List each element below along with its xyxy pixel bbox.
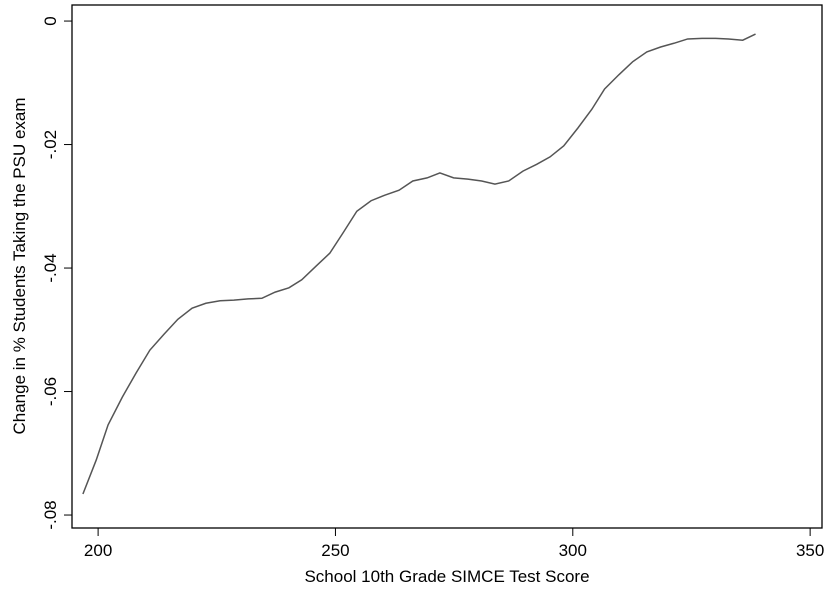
x-tick-label: 200 [84,541,112,560]
y-tick-label: -.06 [41,377,60,406]
x-tick-label: 300 [559,541,587,560]
plot-frame [71,4,823,529]
x-axis-label: School 10th Grade SIMCE Test Score [304,567,589,586]
x-tick-label: 350 [796,541,824,560]
x-tick-label: 250 [321,541,349,560]
y-tick-label: -.04 [41,253,60,282]
y-tick-label: -.02 [41,130,60,159]
y-axis-label: Change in % Students Taking the PSU exam [10,97,29,434]
data-line [82,33,756,495]
y-tick-label: 0 [41,16,60,25]
y-tick-label: -.08 [41,500,60,529]
